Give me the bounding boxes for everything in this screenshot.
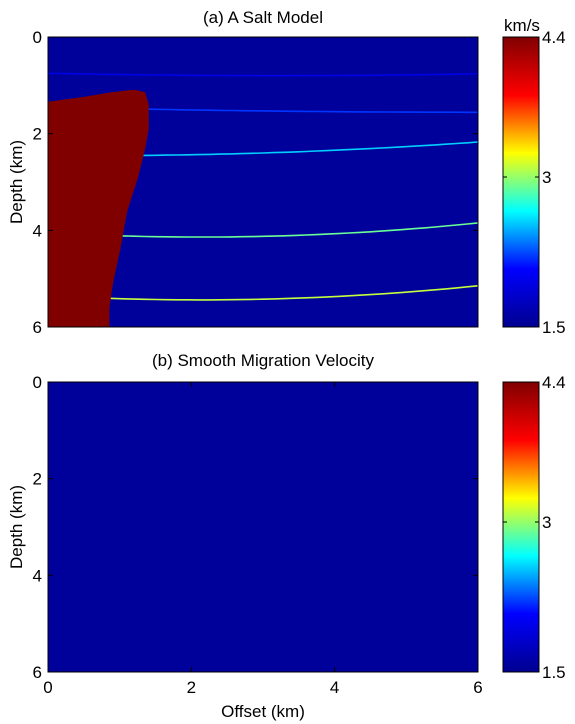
x-tick-label: 4: [330, 678, 339, 697]
x-tick-label: 2: [187, 678, 196, 697]
reflector-line: [48, 72, 478, 77]
colorbar-tick-label: 1.5: [542, 663, 566, 682]
colorbar-a-unit-label: km/s: [504, 16, 540, 35]
colorbar-tick-label: 4.4: [542, 373, 566, 392]
panel-salt-model: (a) A Salt Model 0 2 4 6 Depth (km) km/s 1.…: [7, 8, 566, 337]
y-tick-label: 4: [33, 566, 42, 585]
axes-a-frame: [47, 36, 479, 328]
x-tick-label: 6: [473, 678, 482, 697]
velocity-field-b: [48, 382, 478, 672]
panel-a-title: (a) A Salt Model: [203, 8, 323, 27]
salt-body: [48, 89, 149, 327]
panel-b-title: (b) Smooth Migration Velocity: [152, 351, 375, 370]
velocity-band: [48, 382, 478, 672]
y-axis-label-a: Depth (km): [7, 140, 26, 224]
colorbar-tick-label: 1.5: [542, 318, 566, 337]
y-tick-label: 2: [33, 470, 42, 489]
y-tick-label: 6: [33, 318, 42, 337]
colorbar-b-ticks: 1.5 3 4.4: [503, 373, 566, 682]
colorbar-b: [502, 381, 540, 673]
colorbar-a-ticks: 1.5 3 4.4: [503, 28, 566, 337]
y-axis-b: 0 2 4 6: [33, 373, 478, 682]
colorbar-tick-label: 4.4: [542, 28, 566, 47]
y-axis-a: 0 2 4 6: [33, 28, 478, 337]
x-axis-label-b: Offset (km): [221, 702, 305, 721]
velocity-field-a: [48, 37, 478, 327]
x-tick-label: 0: [43, 678, 52, 697]
colorbar-tick-label: 3: [542, 168, 551, 187]
axes-b-frame: [47, 381, 479, 673]
y-tick-label: 0: [33, 373, 42, 392]
colorbar-a: [502, 36, 540, 328]
reflector-line: [48, 285, 478, 301]
y-tick-label: 0: [33, 28, 42, 47]
colorbar-tick-label: 3: [542, 513, 551, 532]
y-axis-label-b: Depth (km): [7, 485, 26, 569]
y-tick-label: 2: [33, 125, 42, 144]
y-tick-label: 6: [33, 663, 42, 682]
y-tick-label: 4: [33, 221, 42, 240]
x-axis-b: 0 2 4 6: [43, 382, 483, 697]
